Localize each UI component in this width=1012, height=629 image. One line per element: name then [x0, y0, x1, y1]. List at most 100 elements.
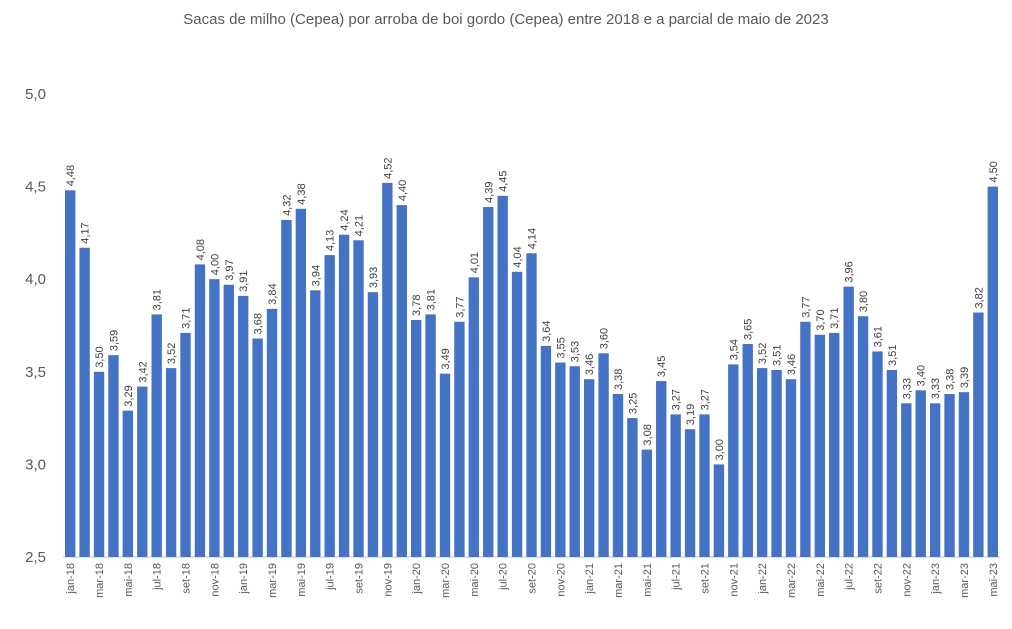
value-label: 3,33 — [930, 378, 942, 399]
value-label: 3,54 — [728, 339, 740, 360]
value-label: 3,49 — [440, 348, 452, 369]
value-label: 3,81 — [152, 289, 164, 310]
value-label: 3,39 — [959, 367, 971, 388]
value-label: 3,38 — [613, 369, 625, 390]
x-tick-label: jan-23 — [930, 563, 942, 595]
y-tick-label: 3,5 — [25, 364, 46, 381]
x-tick-label: mai-20 — [469, 563, 481, 597]
value-label: 3,70 — [815, 309, 827, 330]
bar — [194, 264, 206, 557]
x-tick-label: jul-20 — [498, 563, 510, 591]
bar — [468, 277, 480, 557]
bar — [756, 368, 768, 557]
x-tick-label: mar-18 — [94, 563, 106, 598]
value-label: 3,91 — [238, 270, 250, 291]
bar — [238, 295, 249, 557]
value-label: 3,65 — [743, 319, 755, 340]
x-tick-label: nov-19 — [382, 563, 394, 597]
value-label: 3,52 — [166, 343, 178, 364]
bar — [843, 286, 854, 557]
bar — [973, 312, 984, 557]
value-label: 3,40 — [916, 365, 928, 386]
y-tick-label: 4,5 — [25, 179, 46, 196]
value-label: 3,51 — [772, 345, 784, 366]
bar — [310, 290, 321, 557]
y-tick-label: 3,0 — [25, 456, 46, 473]
bar — [324, 255, 335, 557]
bar — [800, 321, 811, 557]
y-tick-label: 4,0 — [25, 271, 46, 288]
x-tick-label: set-18 — [181, 563, 193, 594]
x-tick-label: nov-20 — [555, 563, 567, 597]
bar — [814, 334, 825, 557]
bar — [929, 403, 941, 557]
x-tick-label: jul-22 — [844, 563, 856, 591]
x-tick-label: jan-20 — [411, 563, 423, 595]
y-tick-label: 5,0 — [25, 86, 46, 103]
value-label: 4,14 — [527, 228, 539, 249]
x-tick-label: mar-19 — [267, 563, 279, 598]
x-tick-label: mar-22 — [786, 563, 798, 598]
bar — [713, 464, 725, 557]
bar — [742, 344, 753, 557]
bar — [627, 418, 638, 557]
value-label: 4,40 — [397, 180, 409, 201]
bar — [511, 271, 523, 557]
x-tick-label: nov-22 — [901, 563, 913, 597]
bar — [410, 319, 422, 557]
bar — [526, 253, 537, 557]
bar — [829, 332, 840, 557]
bar — [108, 355, 119, 557]
bar — [901, 403, 912, 557]
value-label: 3,46 — [584, 354, 596, 375]
value-label: 3,93 — [368, 267, 380, 288]
bar — [367, 292, 379, 557]
value-label: 3,68 — [253, 313, 265, 334]
value-label: 4,13 — [325, 230, 337, 251]
bar — [396, 205, 407, 557]
bar — [295, 208, 307, 557]
bar — [497, 195, 508, 558]
x-tick-label: jul-21 — [671, 563, 683, 591]
bar — [641, 449, 653, 557]
bar — [266, 308, 278, 557]
value-label: 3,25 — [627, 393, 639, 414]
bar — [958, 392, 970, 557]
bar — [180, 332, 191, 557]
bar — [656, 381, 667, 557]
value-label: 3,33 — [901, 378, 913, 399]
bar — [223, 284, 234, 557]
bar — [670, 414, 681, 557]
bar — [728, 364, 739, 557]
value-label: 3,46 — [786, 354, 798, 375]
value-label: 3,77 — [454, 296, 466, 317]
x-tick-label: mai-23 — [988, 563, 1000, 597]
value-label: 3,97 — [224, 259, 236, 280]
x-tick-label: mar-23 — [959, 563, 971, 598]
value-label: 3,55 — [555, 337, 567, 358]
x-tick-label: mai-18 — [123, 563, 135, 597]
value-label: 4,01 — [469, 252, 481, 273]
value-label: 3,78 — [411, 295, 423, 316]
x-tick-label: nov-18 — [209, 563, 221, 597]
value-label: 4,45 — [498, 170, 510, 191]
bar — [425, 314, 436, 557]
value-label: 3,84 — [267, 283, 279, 304]
bar — [122, 410, 134, 557]
bar — [382, 182, 393, 557]
value-label: 4,08 — [195, 239, 207, 260]
value-label: 3,27 — [699, 389, 711, 410]
bar — [338, 234, 350, 557]
x-tick-label: set-22 — [872, 563, 884, 594]
value-label: 3,81 — [426, 289, 438, 310]
value-label: 3,19 — [685, 404, 697, 425]
chart-title: Sacas de milho (Cepea) por arroba de boi… — [183, 11, 828, 28]
bar — [353, 240, 364, 558]
x-tick-label: jul-18 — [152, 563, 164, 591]
value-label: 3,51 — [887, 345, 899, 366]
value-label: 3,71 — [829, 307, 841, 328]
value-label: 4,21 — [354, 215, 366, 236]
bar — [483, 206, 494, 558]
bar — [281, 219, 292, 557]
